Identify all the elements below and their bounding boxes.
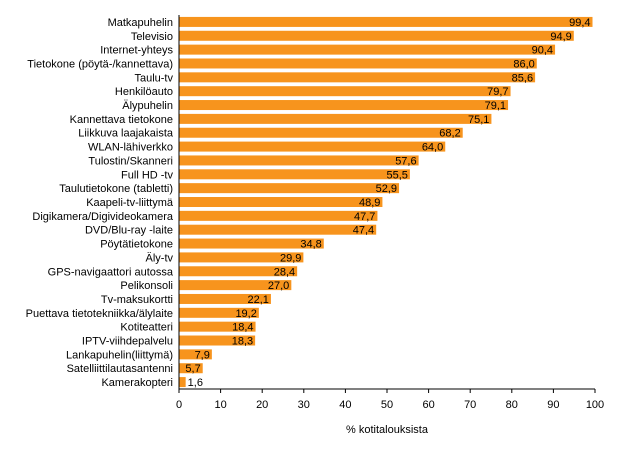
bar [179, 321, 256, 332]
data-label: 75,1 [468, 114, 489, 126]
category-label: Full HD -tv [121, 169, 173, 181]
category-label: Pöytätietokone [100, 239, 173, 251]
x-tick-label: 30 [298, 399, 310, 411]
bar [179, 155, 419, 166]
x-tick-label: 20 [256, 399, 268, 411]
data-label: 79,1 [485, 100, 506, 112]
x-tick-label: 50 [381, 399, 393, 411]
category-label: Kannettava tietokone [70, 114, 173, 126]
bar [179, 113, 492, 124]
bar [179, 141, 446, 152]
bar [179, 349, 212, 360]
category-label: Kotiteatteri [120, 322, 173, 334]
x-tick-label: 60 [422, 399, 434, 411]
data-label: 55,5 [386, 169, 407, 181]
category-label: Tietokone (pöytä-/kannettava) [27, 58, 173, 70]
data-label: 64,0 [422, 142, 443, 154]
data-label: 19,2 [235, 308, 256, 320]
category-label: Digikamera/Digivideokamera [32, 211, 173, 223]
x-tick-label: 80 [506, 399, 518, 411]
x-tick-label: 100 [586, 399, 604, 411]
data-label: 47,7 [354, 211, 375, 223]
bar [179, 307, 259, 318]
bar [179, 197, 383, 207]
data-label: 34,8 [300, 239, 321, 251]
data-label: 27,0 [268, 280, 289, 292]
data-label: 57,6 [395, 155, 416, 167]
category-label: Tv-maksukortti [101, 294, 173, 306]
bar [179, 252, 304, 263]
category-label: Taulu-tv [134, 72, 173, 84]
x-tick-label: 90 [547, 399, 559, 411]
bar [179, 280, 292, 291]
bar [179, 72, 536, 83]
bar [179, 16, 593, 27]
category-label: Äly-tv [146, 252, 174, 264]
bar [179, 100, 509, 111]
category-label: Televisio [131, 31, 173, 43]
bar [179, 377, 186, 388]
category-label: IPTV-viihdepalvelu [82, 336, 173, 348]
category-label: Matkapuhelin [108, 17, 173, 29]
bar [179, 30, 574, 41]
bar [179, 58, 537, 69]
data-label: 29,9 [280, 252, 301, 264]
data-label: 52,9 [376, 183, 397, 195]
category-label: Pelikonsoli [120, 280, 173, 292]
category-label: WLAN-lähiverkko [88, 142, 173, 154]
data-label: 48,9 [359, 197, 380, 209]
data-label: 68,2 [439, 128, 460, 140]
bar [179, 266, 298, 277]
category-label: Puettava tietotekniikka/älylaite [26, 308, 173, 320]
data-label: 5,7 [185, 363, 200, 375]
data-label: 90,4 [532, 45, 553, 57]
category-label: Satelliittilautasantenni [67, 363, 173, 375]
category-label: Taulutietokone (tabletti) [59, 183, 173, 195]
category-label: Internet-yhteys [100, 45, 173, 57]
bar [179, 86, 511, 97]
data-label: 22,1 [248, 294, 269, 306]
bar [179, 224, 377, 235]
category-label: Lankapuhelin(liittymä) [66, 349, 173, 361]
x-tick-label: 40 [339, 399, 351, 411]
data-label: 47,4 [353, 225, 374, 237]
x-tick-label: 0 [176, 399, 182, 411]
bar [179, 169, 410, 180]
data-label: 86,0 [513, 58, 534, 70]
bar [179, 335, 256, 346]
x-tick-label: 10 [214, 399, 226, 411]
data-label: 7,9 [195, 349, 210, 361]
data-label: 79,7 [487, 86, 508, 98]
category-label: GPS-navigaattori autossa [48, 266, 174, 278]
category-label: Liikkuva laajakaista [78, 128, 174, 140]
category-label: Henkilöauto [115, 86, 173, 98]
data-label: 18,4 [232, 322, 253, 334]
category-label: Älypuhelin [122, 100, 173, 112]
category-label: DVD/Blu-ray -laite [85, 225, 173, 237]
bar [179, 210, 378, 221]
data-label: 1,6 [188, 377, 203, 389]
data-label: 18,3 [232, 336, 253, 348]
data-label: 99,4 [569, 17, 590, 29]
bar [179, 363, 203, 374]
bar [179, 44, 556, 55]
x-axis-label: % kotitalouksista [346, 424, 429, 436]
category-label: Tulostin/Skanneri [88, 155, 173, 167]
data-label: 85,6 [512, 72, 533, 84]
x-tick-label: 70 [464, 399, 476, 411]
data-label: 94,9 [550, 31, 571, 43]
category-label: Kaapeli-tv-liittymä [86, 197, 174, 209]
bar [179, 293, 271, 304]
bar [179, 127, 463, 138]
bar [179, 183, 400, 194]
data-label: 28,4 [274, 266, 295, 278]
bar [179, 238, 324, 249]
category-label: Kamerakopteri [101, 377, 173, 389]
